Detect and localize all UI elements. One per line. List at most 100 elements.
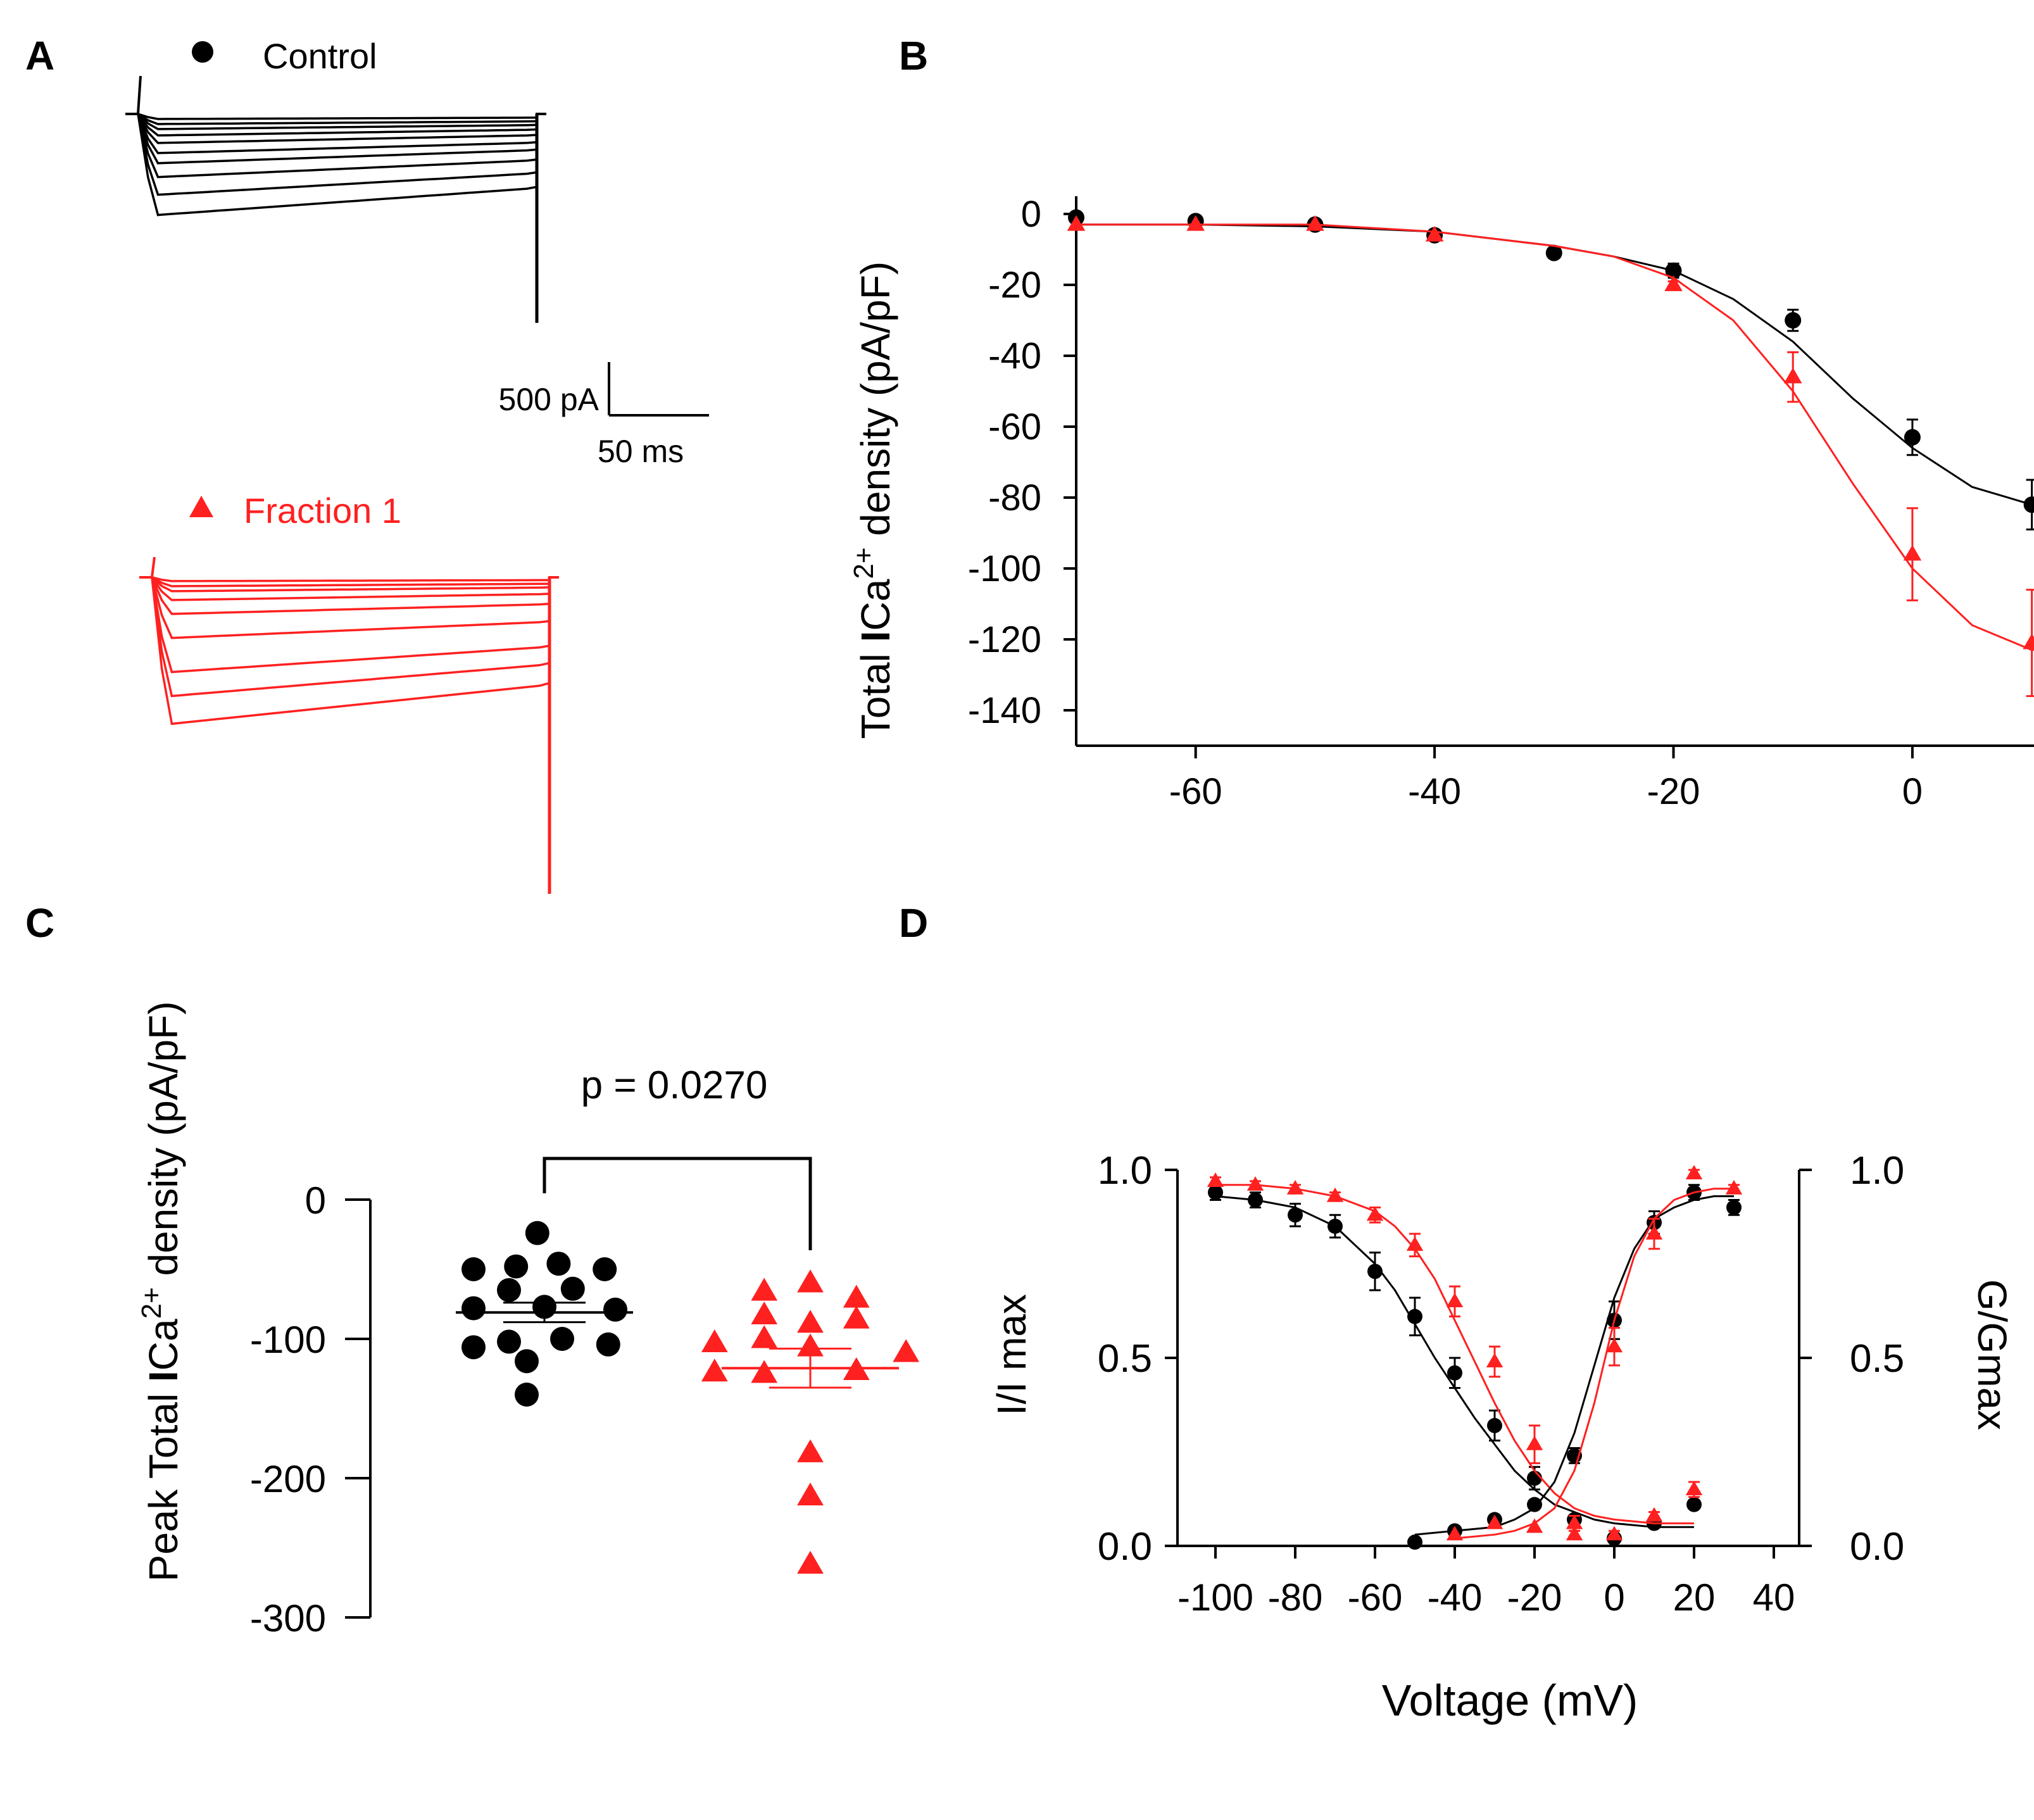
panel-c-ytick-label: -100 (250, 1319, 326, 1361)
panel-c-data-point (550, 1327, 574, 1351)
panel-d-ytick-label-right: 0.0 (1850, 1525, 1904, 1569)
fraction-trace-8 (139, 576, 559, 725)
panel-d-data-point (1645, 1225, 1663, 1240)
panel-c-data-point (461, 1257, 486, 1281)
panel-b-fit-line (1076, 223, 2034, 651)
panel-b-data-point (1306, 215, 1324, 231)
fraction-trace-6 (139, 576, 559, 674)
panel-d-data-point (1527, 1497, 1542, 1512)
panel-d-xtick-label: -60 (1348, 1576, 1403, 1619)
panel-b-data-point (1545, 244, 1562, 261)
panel-b-fit-line (1076, 223, 2034, 506)
panel-b-ytick-label: -120 (968, 619, 1041, 660)
panel-c-data-point (701, 1359, 728, 1382)
panel-b-data-point (1783, 367, 1802, 384)
control-trace-8 (125, 113, 546, 196)
panel-c-data-point (893, 1339, 920, 1362)
panel-c-data-point (701, 1329, 728, 1353)
panel-d-data-point (1366, 1206, 1384, 1221)
control-trace-9 (125, 113, 546, 217)
panel-b-ylabel-main: Total (853, 642, 898, 739)
panel-d-data-point (1645, 1507, 1663, 1522)
panel-d-data-point (1406, 1236, 1424, 1251)
panel-d-data-point (1566, 1514, 1583, 1529)
panel-a-traces: Control 500 pA 50 ms Fraction 1 (125, 36, 709, 894)
panel-c-data-point (751, 1360, 778, 1383)
panel-d-xtick-label: -20 (1507, 1576, 1562, 1619)
panel-b-data-point (1186, 215, 1205, 231)
legend-control-label: Control (263, 36, 377, 76)
panel-d-xtick-label: -100 (1177, 1576, 1253, 1619)
panel-d-xtick-label: -40 (1428, 1576, 1483, 1619)
panel-d-data-point (1407, 1309, 1422, 1324)
panel-b-data-point (1425, 225, 1444, 242)
panel-c-ylabel-ca: Ca (141, 1319, 186, 1371)
panel-b-ylabel-ca: Ca (853, 579, 898, 631)
panel-c-data-point (596, 1332, 620, 1357)
panel-b-data-point (1903, 544, 1922, 561)
panel-c-ylabel-end: density (pA/pF) (141, 1001, 186, 1288)
panel-c-scatter: 0 -100 -200 -300 (250, 1157, 920, 1640)
panel-c-ylabel-main: Peak Total (141, 1382, 186, 1581)
panel-c-data-point (560, 1276, 585, 1301)
control-trace-7 (125, 113, 546, 179)
control-traces (125, 75, 546, 323)
panel-c-data-point (515, 1383, 539, 1407)
panel-d-data-point (1685, 1481, 1703, 1496)
control-trace-5 (125, 113, 546, 154)
panel-d-fit-line (1215, 1184, 1694, 1524)
panel-c-ylabel-i: I (141, 1371, 186, 1382)
panel-c-data-point (525, 1221, 549, 1245)
panel-d-data-point (1526, 1518, 1543, 1533)
panel-c-data-point (497, 1278, 521, 1302)
panel-d-data-point (1486, 1514, 1504, 1529)
panel-c-data-point (515, 1349, 539, 1374)
panel-b-ytick-label: -40 (988, 336, 1041, 377)
fraction-trace-4 (139, 576, 559, 615)
panel-b-data-point (1785, 312, 1802, 329)
panel-d-ylabel-right: G/Gmax (1969, 1279, 2015, 1430)
panel-d-ylabel-left: I/I max (989, 1294, 1034, 1415)
panel-d-data-point (1328, 1219, 1343, 1234)
panel-b-data-point (1067, 215, 1086, 231)
fraction-trace-0 (139, 576, 559, 582)
panel-c-data-point (751, 1325, 778, 1348)
control-trace-6 (125, 113, 546, 165)
panel-d-xlabel: Voltage (mV) (1382, 1676, 1638, 1725)
legend-fraction-marker (189, 496, 213, 517)
panel-c-data-point (797, 1333, 824, 1357)
panel-d-ytick-label-left: 1.0 (1098, 1149, 1152, 1193)
panel-b-xtick-label: 0 (1902, 771, 1923, 812)
panel-d-data-point (1208, 1184, 1223, 1200)
control-onset-transient (137, 75, 142, 115)
panel-label-b: B (899, 33, 928, 78)
panel-d-data-point (1246, 1176, 1264, 1191)
fraction-trace-5 (139, 576, 559, 639)
panel-c-ytick-label: 0 (305, 1179, 326, 1222)
control-trace-0 (125, 113, 546, 120)
panel-c-data-point (843, 1284, 870, 1308)
panel-c-data-point (751, 1301, 778, 1325)
panel-b-ytick-label: -140 (968, 690, 1041, 731)
panel-d-data-point (1447, 1365, 1462, 1381)
panel-c-ytick-label: -200 (250, 1458, 326, 1500)
panel-b-ylabel-i: I (853, 631, 898, 642)
fraction-trace-2 (139, 576, 559, 593)
panel-d-ytick-label-right: 0.5 (1850, 1337, 1904, 1381)
control-trace-1 (125, 113, 546, 125)
panel-c-pvalue: p = 0.0270 (581, 1064, 768, 1107)
scale-time-label: 50 ms (598, 434, 684, 469)
panel-d-data-point (1527, 1471, 1542, 1486)
panel-c-data-point (593, 1257, 617, 1281)
panel-c-ylabel: Peak Total ICa2+ density (pA/pF) (136, 1001, 186, 1582)
panel-d-data-point (1367, 1264, 1383, 1279)
panel-d-data-point (1248, 1192, 1263, 1208)
panel-d-xtick-label: -80 (1268, 1576, 1323, 1619)
panel-b-ytick-label: -60 (988, 406, 1041, 448)
panel-c-data-point (546, 1252, 571, 1276)
panel-d-data-point (1207, 1172, 1224, 1187)
panel-d-ytick-label-left: 0.5 (1098, 1337, 1152, 1381)
legend-control-marker (192, 41, 213, 63)
control-trace-2 (125, 113, 546, 130)
